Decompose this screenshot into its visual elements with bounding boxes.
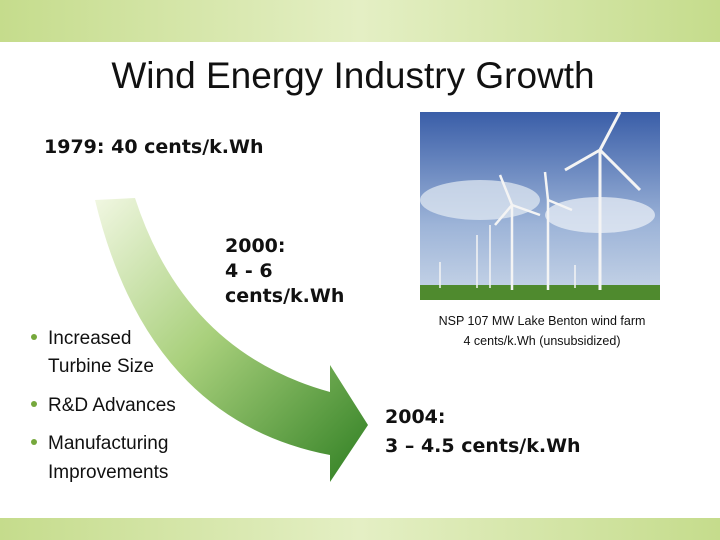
milestone: cents/k.Wh xyxy=(225,285,344,307)
milestone: 3 – 4.5 cents/k.Wh xyxy=(385,435,581,457)
bottom-band xyxy=(0,518,720,540)
bullet-text: Turbine Size xyxy=(48,356,154,377)
milestone: 2004: xyxy=(385,406,445,428)
milestone: 2000: xyxy=(225,235,285,257)
photo xyxy=(420,111,660,300)
photo-caption: 4 cents/k.Wh (unsubsidized) xyxy=(463,334,620,348)
photo-caption: NSP 107 MW Lake Benton wind farm xyxy=(439,314,646,328)
top-band xyxy=(0,0,720,42)
bullet-dot xyxy=(31,439,37,445)
bullet-text: Manufacturing xyxy=(48,433,168,454)
bullet-text: R&D Advances xyxy=(48,395,176,416)
milestone: 1979: 40 cents/k.Wh xyxy=(44,136,264,158)
bullet-text: Improvements xyxy=(48,462,168,483)
bullet-dot xyxy=(31,334,37,340)
bullet-list: Increased Turbine Size R&D Advances Manu… xyxy=(31,328,176,483)
slide-title: Wind Energy Industry Growth xyxy=(111,55,594,96)
bullet-dot xyxy=(31,401,37,407)
milestone: 4 - 6 xyxy=(225,260,273,282)
growth-arrow xyxy=(95,198,368,482)
bullet-text: Increased xyxy=(48,328,131,349)
